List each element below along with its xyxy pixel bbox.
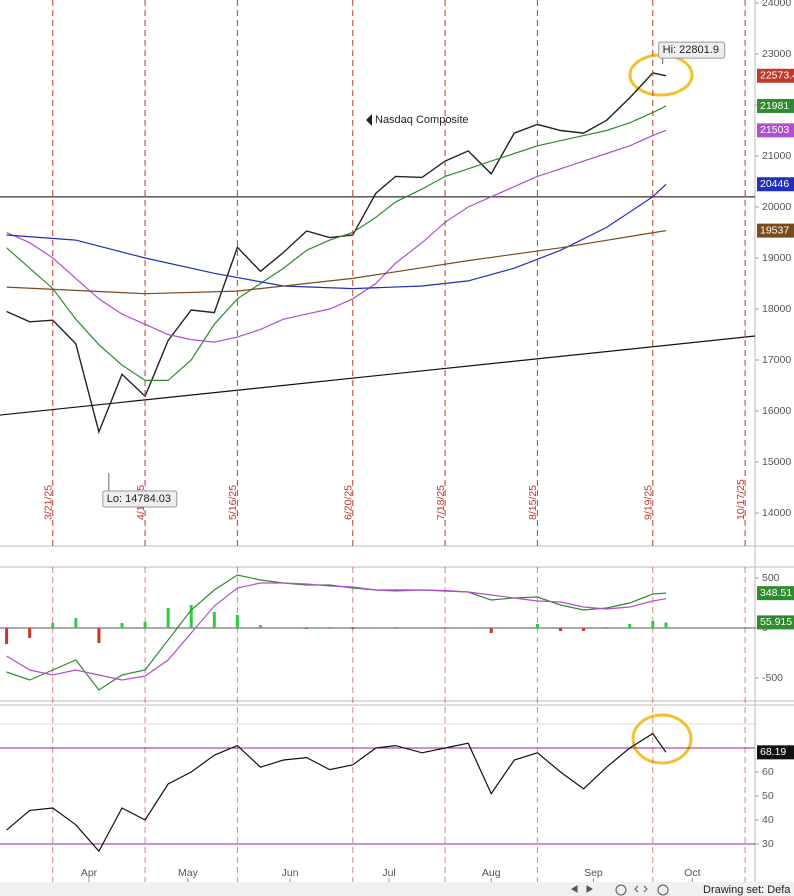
x-tick-label: Sep xyxy=(584,867,603,879)
toolbar xyxy=(0,882,794,896)
y-tick-label: 15000 xyxy=(762,456,791,468)
y-tick-label: -500 xyxy=(762,672,783,684)
annotation-box xyxy=(658,41,726,59)
histogram-bar xyxy=(558,628,562,631)
y-tick-label: 21000 xyxy=(762,150,791,162)
scroll-right-icon[interactable] xyxy=(586,885,593,893)
date-marker-label: 10/17/25 xyxy=(735,479,747,520)
histogram-bar xyxy=(258,625,262,628)
y-tick-label: 24000 xyxy=(762,0,791,9)
histogram-bar xyxy=(235,615,239,628)
histogram-bar xyxy=(143,622,147,628)
histogram-bar xyxy=(212,612,216,628)
indicator-line xyxy=(6,129,667,343)
y-tick-label: 19000 xyxy=(762,252,791,264)
x-tick-label: Oct xyxy=(684,867,700,879)
x-tick-label: Jun xyxy=(282,867,299,879)
histogram-bar xyxy=(305,628,309,629)
value-box xyxy=(757,615,794,630)
y-tick-label: 18000 xyxy=(762,303,791,315)
date-marker-label: 6/20/25 xyxy=(343,485,355,520)
annotation-label: Lo: 14784.03 xyxy=(107,493,171,505)
annotation-label: Hi: 22801.9 xyxy=(663,44,719,56)
x-tick-label: Aug xyxy=(482,867,501,879)
x-tick-label: Apr xyxy=(81,867,98,879)
value-box-label: 55.915 xyxy=(760,616,792,628)
value-box-label: 348.51 xyxy=(760,587,792,599)
value-box-label: 21981 xyxy=(760,100,789,112)
histogram-bar xyxy=(582,628,586,631)
histogram-bar xyxy=(628,624,632,628)
value-box xyxy=(757,123,794,138)
value-box xyxy=(757,223,794,238)
toolbar-icons xyxy=(571,884,669,896)
value-box-label: 20446 xyxy=(760,178,789,190)
histogram-bar xyxy=(351,628,355,629)
value-box xyxy=(757,98,794,113)
y-tick-label: 60 xyxy=(762,766,774,778)
crosshair-icon[interactable] xyxy=(657,884,669,896)
y-tick-label: 50 xyxy=(762,790,774,802)
histogram-bar xyxy=(51,623,55,628)
histogram-bar xyxy=(535,624,539,628)
y-tick-label: 30 xyxy=(762,838,774,850)
indicator-line xyxy=(6,105,667,381)
value-box xyxy=(757,745,794,760)
histogram-bar xyxy=(166,608,170,628)
y-tick-label: 16000 xyxy=(762,405,791,417)
date-marker-label: 5/16/25 xyxy=(227,485,239,520)
value-box-label: 21503 xyxy=(760,124,789,136)
date-marker-label: 9/19/25 xyxy=(643,485,655,520)
value-box-label: 68.19 xyxy=(760,746,786,758)
y-tick-label: 23000 xyxy=(762,48,791,60)
value-box xyxy=(757,586,794,601)
histogram-bar xyxy=(120,623,124,628)
value-box xyxy=(757,68,794,83)
histogram-bar xyxy=(5,628,9,644)
histogram-bar xyxy=(605,627,609,628)
y-tick-label: 500 xyxy=(762,572,780,584)
y-tick-label: 14000 xyxy=(762,507,791,519)
date-marker-label: 8/15/25 xyxy=(527,485,539,520)
y-tick-label: 20000 xyxy=(762,201,791,213)
value-box-label: 19537 xyxy=(760,224,789,236)
indicator-line xyxy=(6,582,667,681)
plot-area xyxy=(0,72,755,435)
x-tick-label: Jul xyxy=(382,867,395,879)
value-box-label: 22573.4 xyxy=(760,70,794,82)
y-tick-label: 40 xyxy=(762,814,774,826)
histogram-bar xyxy=(74,618,78,628)
plot-area xyxy=(0,574,755,691)
histogram-bar xyxy=(328,627,332,628)
date-marker-label: 3/21/25 xyxy=(43,485,55,520)
histogram-bar xyxy=(28,628,32,638)
histogram-bar xyxy=(664,622,668,628)
date-marker-label: 7/18/25 xyxy=(435,485,447,520)
histogram-bar xyxy=(443,628,447,629)
indicator-line xyxy=(6,732,667,853)
annotation-box xyxy=(102,490,178,508)
histogram-bar xyxy=(97,628,101,643)
zoom-in-icon[interactable] xyxy=(615,884,627,896)
highlight-circle xyxy=(631,713,693,765)
value-box xyxy=(757,177,794,192)
chart-title: Nasdaq Composite xyxy=(375,114,469,126)
histogram-bar xyxy=(189,605,193,628)
y-tick-label: 17000 xyxy=(762,354,791,366)
pan-icon[interactable] xyxy=(634,885,648,893)
histogram-bar xyxy=(489,628,493,633)
indicator-line xyxy=(6,183,667,290)
scroll-left-icon[interactable] xyxy=(571,885,578,893)
trend-line xyxy=(0,335,755,416)
plot-area xyxy=(0,732,755,853)
x-tick-label: May xyxy=(178,867,199,879)
histogram-bar xyxy=(651,621,655,628)
drawing-set[interactable]: Drawing set: Defa xyxy=(703,884,791,896)
histogram-bar xyxy=(394,627,398,628)
title-marker xyxy=(366,114,372,126)
